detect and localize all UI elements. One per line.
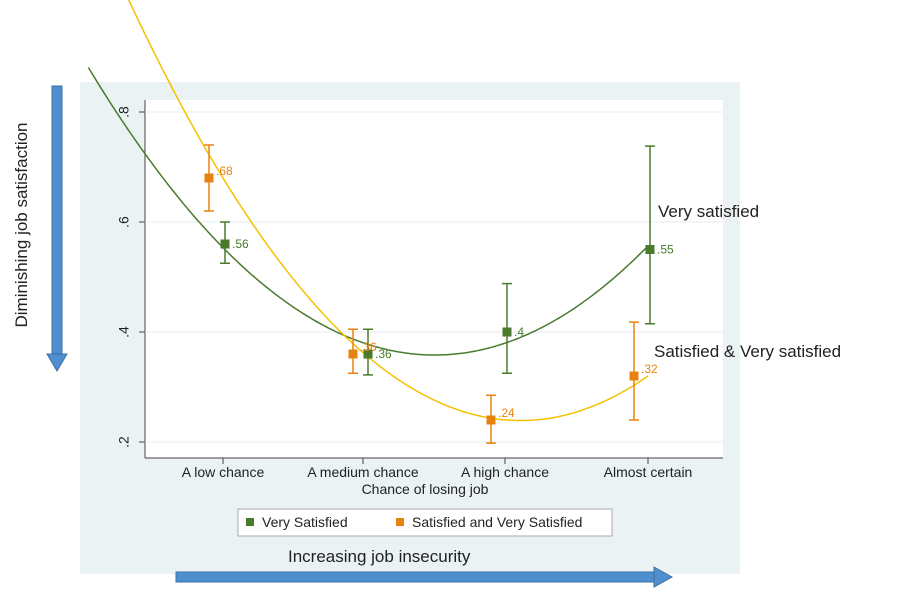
value-label-satisfied-and-very-satisfied-0: .68 [216, 164, 233, 178]
point-very-satisfied-1 [363, 349, 373, 359]
value-label-satisfied-and-very-satisfied-2: .24 [498, 406, 515, 420]
point-very-satisfied-3 [645, 245, 655, 254]
x-ticks: A low chance A medium chance A high chance… [182, 458, 693, 480]
point-very-satisfied-0 [220, 239, 230, 249]
x-tick-label-almost-certain: Almost certain [604, 464, 693, 480]
point-satisfied-and-very-satisfied-3 [629, 371, 639, 381]
diminishing-job-satisfaction-label: Diminishing job satisfaction [12, 122, 31, 328]
very-satisfied-annotation: Very satisfied [658, 202, 760, 221]
point-satisfied-and-very-satisfied-1 [348, 349, 358, 359]
legend-label-very-satisfied: Very Satisfied [262, 514, 348, 530]
point-very-satisfied-2 [502, 327, 512, 337]
increasing-job-insecurity-label: Increasing job insecurity [288, 547, 471, 566]
x-tick-label-a-medium-chance: A medium chance [307, 464, 418, 480]
legend-label-satisfied-very-satisfied: Satisfied and Very Satisfied [412, 514, 582, 530]
y-ticks: .2 .4 .6 .8 [116, 106, 145, 448]
point-satisfied-and-very-satisfied-2 [486, 415, 496, 425]
grid [144, 100, 723, 459]
legend: Very Satisfied Satisfied and Very Satisf… [237, 508, 613, 537]
y-tick-label-2: .6 [116, 216, 132, 228]
y-tick-label-1: .4 [116, 326, 132, 338]
value-label-satisfied-and-very-satisfied-3: .32 [641, 362, 658, 376]
satisfied-very-satisfied-annotation: Satisfied & Very satisfied [654, 342, 842, 361]
x-axis-label: Chance of losing job [362, 481, 489, 497]
value-label-very-satisfied-0: .56 [232, 237, 249, 251]
legend-swatch-satisfied-very-satisfied [396, 518, 404, 526]
plot-area [145, 100, 723, 458]
diminishing-satisfaction-arrow [46, 85, 68, 372]
value-label-satisfied-and-very-satisfied-1: .36 [360, 340, 377, 354]
value-label-very-satisfied-1: .36 [375, 347, 392, 361]
legend-swatch-very-satisfied [246, 518, 254, 526]
x-tick-label-a-low-chance: A low chance [182, 464, 265, 480]
value-labels: .56 .36 .4 .55 .68 .36 .24 .32 [216, 164, 674, 420]
y-tick-label-0: .2 [116, 436, 132, 448]
increasing-insecurity-arrow [175, 566, 674, 588]
x-tick-label-a-high-chance: A high chance [461, 464, 549, 480]
data-points [204, 173, 655, 425]
y-tick-label-3: .8 [116, 106, 132, 118]
point-satisfied-and-very-satisfied-0 [204, 173, 214, 183]
value-label-very-satisfied-2: .4 [514, 325, 524, 339]
value-label-very-satisfied-3: .55 [657, 243, 674, 257]
legend-box [237, 508, 613, 537]
